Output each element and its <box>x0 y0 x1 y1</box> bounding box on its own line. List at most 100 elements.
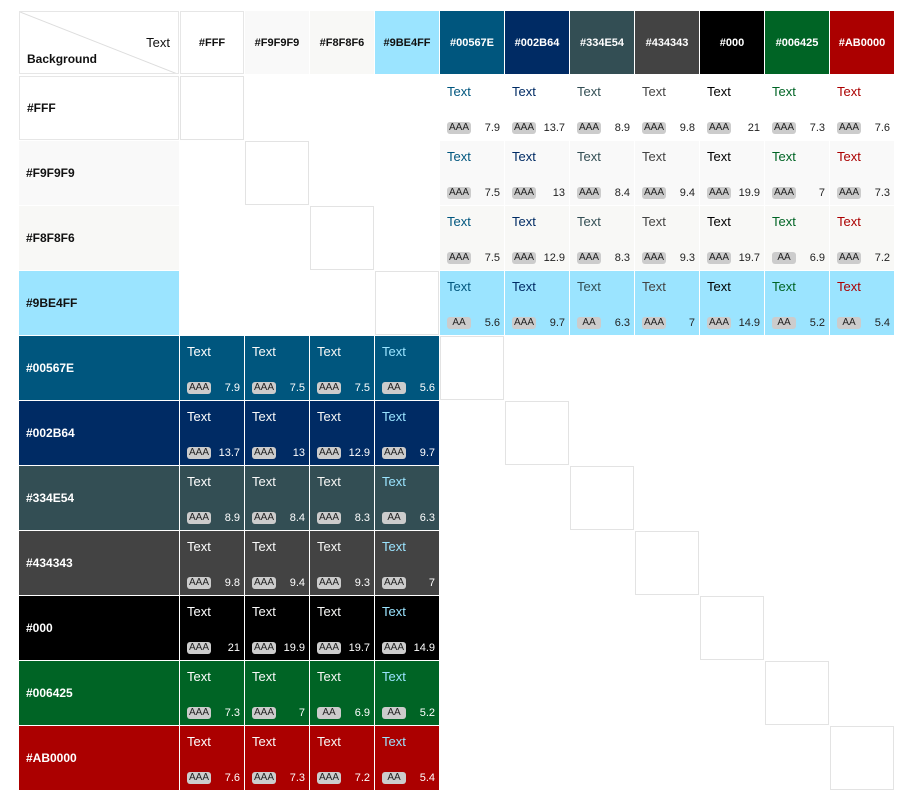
wcag-level-badge: AAA <box>187 382 212 394</box>
same-color-cell <box>700 596 764 660</box>
wcag-level-badge: AAA <box>512 317 537 329</box>
wcag-level-badge: AAA <box>317 512 342 524</box>
wcag-level-badge: AAA <box>317 382 342 394</box>
wcag-level-badge: AA <box>382 707 406 719</box>
wcag-level-badge: AAA <box>447 122 472 134</box>
contrast-ratio: 5.2 <box>809 317 825 329</box>
sample-text: Text <box>577 149 601 164</box>
combination-cell: Text AAA 7.3 <box>765 76 829 140</box>
sample-text: Text <box>187 539 211 554</box>
sample-text: Text <box>772 149 796 164</box>
wcag-level-badge: AA <box>317 707 341 719</box>
contrast-ratio: 12.9 <box>543 252 565 264</box>
diagonal-divider <box>20 12 177 73</box>
sample-text: Text <box>772 84 796 99</box>
row-header: #00567E <box>19 336 179 400</box>
sample-text: Text <box>512 149 536 164</box>
contrast-ratio: 13 <box>552 187 565 199</box>
wcag-level-badge: AAA <box>187 447 212 459</box>
sample-text: Text <box>317 604 341 619</box>
combination-cell: Text AAA 7.5 <box>245 336 309 400</box>
combination-cell: Text AA 5.6 <box>440 271 504 335</box>
combination-cell: Text AAA 9.3 <box>635 206 699 270</box>
wcag-level-badge: AA <box>577 317 601 329</box>
contrast-ratio: 9.3 <box>679 252 695 264</box>
combination-cell: Text AA 5.2 <box>375 661 439 725</box>
combination-cell: Text AAA 19.9 <box>700 141 764 205</box>
row-header: #FFF <box>19 76 179 140</box>
same-color-cell <box>245 141 309 205</box>
wcag-level-badge: AAA <box>642 252 667 264</box>
corner-header: Text Background <box>19 11 179 74</box>
combination-cell: Text AAA 7.5 <box>440 141 504 205</box>
wcag-level-badge: AAA <box>577 122 602 134</box>
background-axis-label: Background <box>27 52 98 66</box>
wcag-level-badge: AAA <box>382 642 407 654</box>
contrast-ratio: 9.4 <box>289 577 305 589</box>
sample-text: Text <box>317 669 341 684</box>
row-header: #9BE4FF <box>19 271 179 335</box>
wcag-level-badge: AAA <box>642 187 667 199</box>
same-color-cell <box>570 466 634 530</box>
row-header: #334E54 <box>19 466 179 530</box>
contrast-ratio: 8.4 <box>614 187 630 199</box>
sample-text: Text <box>187 669 211 684</box>
sample-text: Text <box>187 409 211 424</box>
sample-text: Text <box>252 539 276 554</box>
contrast-ratio: 9.8 <box>679 122 695 134</box>
sample-text: Text <box>252 474 276 489</box>
contrast-ratio: 9.7 <box>419 447 435 459</box>
contrast-ratio: 7.2 <box>354 772 370 784</box>
sample-text: Text <box>577 279 601 294</box>
sample-text: Text <box>382 474 406 489</box>
sample-text: Text <box>317 344 341 359</box>
sample-text: Text <box>772 279 796 294</box>
sample-text: Text <box>187 344 211 359</box>
sample-text: Text <box>252 669 276 684</box>
row-header: #AB0000 <box>19 726 179 790</box>
sample-text: Text <box>252 344 276 359</box>
contrast-ratio: 14.9 <box>738 317 760 329</box>
contrast-ratio: 8.9 <box>614 122 630 134</box>
combination-cell: Text AA 5.4 <box>375 726 439 790</box>
sample-text: Text <box>317 474 341 489</box>
row-header: #F8F8F6 <box>19 206 179 270</box>
combination-cell: Text AAA 13 <box>245 401 309 465</box>
contrast-ratio: 8.3 <box>614 252 630 264</box>
wcag-level-badge: AAA <box>252 707 277 719</box>
sample-text: Text <box>837 84 861 99</box>
wcag-level-badge: AAA <box>187 772 212 784</box>
wcag-level-badge: AAA <box>642 122 667 134</box>
wcag-level-badge: AAA <box>772 122 797 134</box>
combination-cell: Text AAA 21 <box>180 596 244 660</box>
contrast-ratio: 8.4 <box>289 512 305 524</box>
contrast-ratio: 5.6 <box>419 382 435 394</box>
sample-text: Text <box>447 279 471 294</box>
sample-text: Text <box>187 604 211 619</box>
combination-cell: Text AAA 13.7 <box>180 401 244 465</box>
combination-cell: Text AAA 21 <box>700 76 764 140</box>
wcag-level-badge: AAA <box>187 577 212 589</box>
sample-text: Text <box>252 409 276 424</box>
contrast-ratio: 13 <box>292 447 305 459</box>
column-header: #434343 <box>635 11 699 74</box>
combination-cell: Text AAA 7.9 <box>440 76 504 140</box>
wcag-level-badge: AA <box>447 317 471 329</box>
combination-cell: Text AAA 14.9 <box>375 596 439 660</box>
wcag-level-badge: AAA <box>317 577 342 589</box>
sample-text: Text <box>317 409 341 424</box>
row-header: #000 <box>19 596 179 660</box>
wcag-level-badge: AAA <box>252 642 277 654</box>
same-color-cell <box>310 206 374 270</box>
wcag-level-badge: AAA <box>707 317 732 329</box>
contrast-ratio: 6.9 <box>809 252 825 264</box>
contrast-ratio: 19.9 <box>283 642 305 654</box>
wcag-level-badge: AAA <box>317 447 342 459</box>
wcag-level-badge: AAA <box>252 577 277 589</box>
wcag-level-badge: AAA <box>187 707 212 719</box>
wcag-level-badge: AAA <box>447 252 472 264</box>
column-header: #002B64 <box>505 11 569 74</box>
sample-text: Text <box>577 214 601 229</box>
sample-text: Text <box>187 474 211 489</box>
